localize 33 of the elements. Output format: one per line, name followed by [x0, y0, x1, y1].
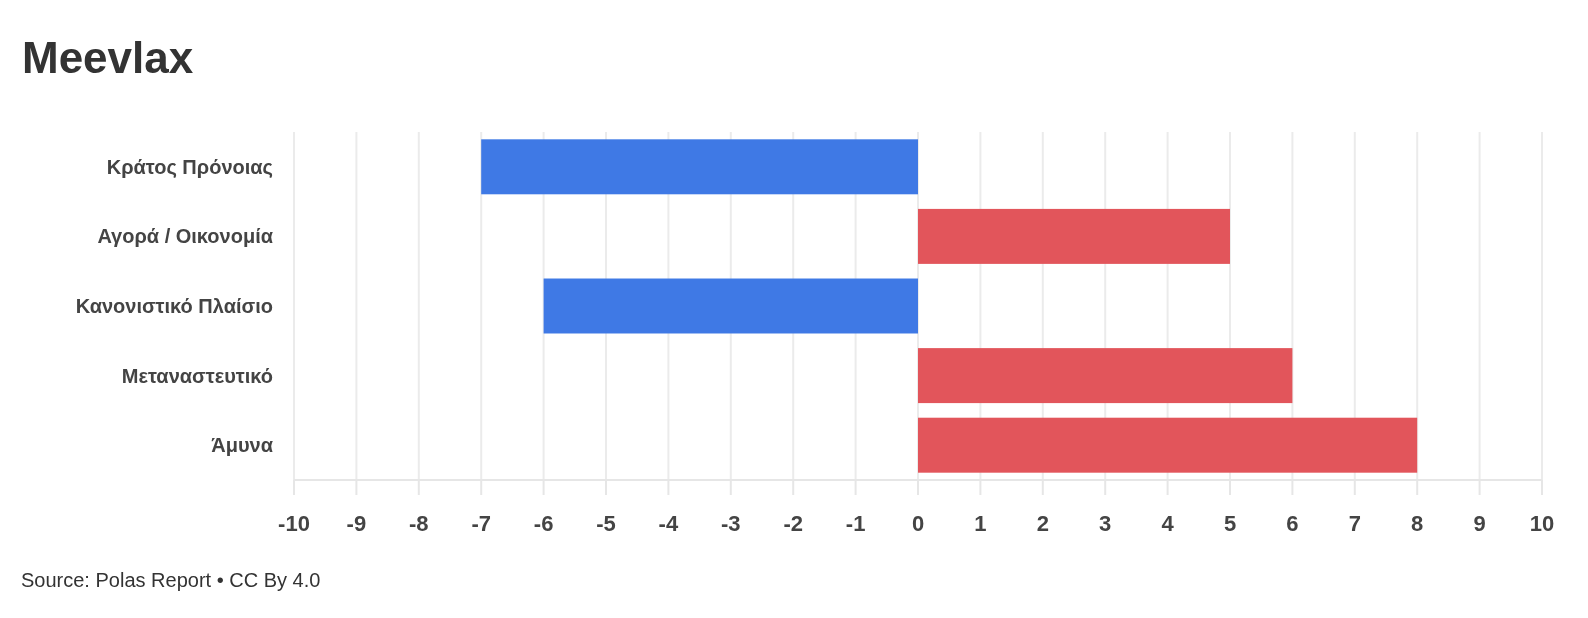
- bar: [481, 139, 918, 195]
- x-tick-label: -3: [721, 511, 741, 536]
- x-tick-label: -7: [471, 511, 491, 536]
- x-tick-label: 8: [1411, 511, 1424, 536]
- y-tick-label: Κράτος Πρόνοιας: [106, 155, 273, 178]
- x-tick-label: 7: [1348, 511, 1361, 536]
- bar: [918, 417, 1418, 473]
- x-tick-label: 9: [1473, 511, 1486, 536]
- x-tick-label: 10: [1529, 511, 1555, 536]
- bar: [543, 278, 918, 334]
- y-tick-label: Αγορά / Οικονομία: [97, 225, 274, 248]
- x-tick-label: 6: [1286, 511, 1299, 536]
- x-tick-label: 0: [911, 511, 925, 536]
- x-tick-label: -5: [596, 511, 616, 536]
- x-tick-label: -10: [278, 511, 310, 536]
- chart-title: Meevlax: [22, 33, 194, 82]
- x-tick-label: -4: [658, 511, 679, 536]
- y-tick-label: Κανονιστικό Πλαίσιο: [75, 295, 273, 317]
- source-note: Source: Polas Report • CC By 4.0: [21, 569, 321, 591]
- x-tick-label: -1: [845, 511, 866, 536]
- x-tick-label: 4: [1161, 511, 1175, 536]
- x-tick-label: -9: [346, 511, 367, 536]
- x-tick-label: -8: [409, 511, 429, 536]
- x-tick-label: 2: [1036, 511, 1049, 536]
- bar: [918, 208, 1230, 264]
- bar: [918, 348, 1293, 404]
- x-tick-label: 3: [1099, 511, 1112, 536]
- x-tick-label: 1: [974, 511, 987, 536]
- x-tick-label: -2: [783, 511, 803, 536]
- x-tick-label: 5: [1223, 511, 1237, 536]
- y-tick-label: Άμυνα: [211, 434, 274, 457]
- x-tick-label: -6: [533, 511, 554, 536]
- y-tick-label: Μεταναστευτικό: [121, 364, 273, 387]
